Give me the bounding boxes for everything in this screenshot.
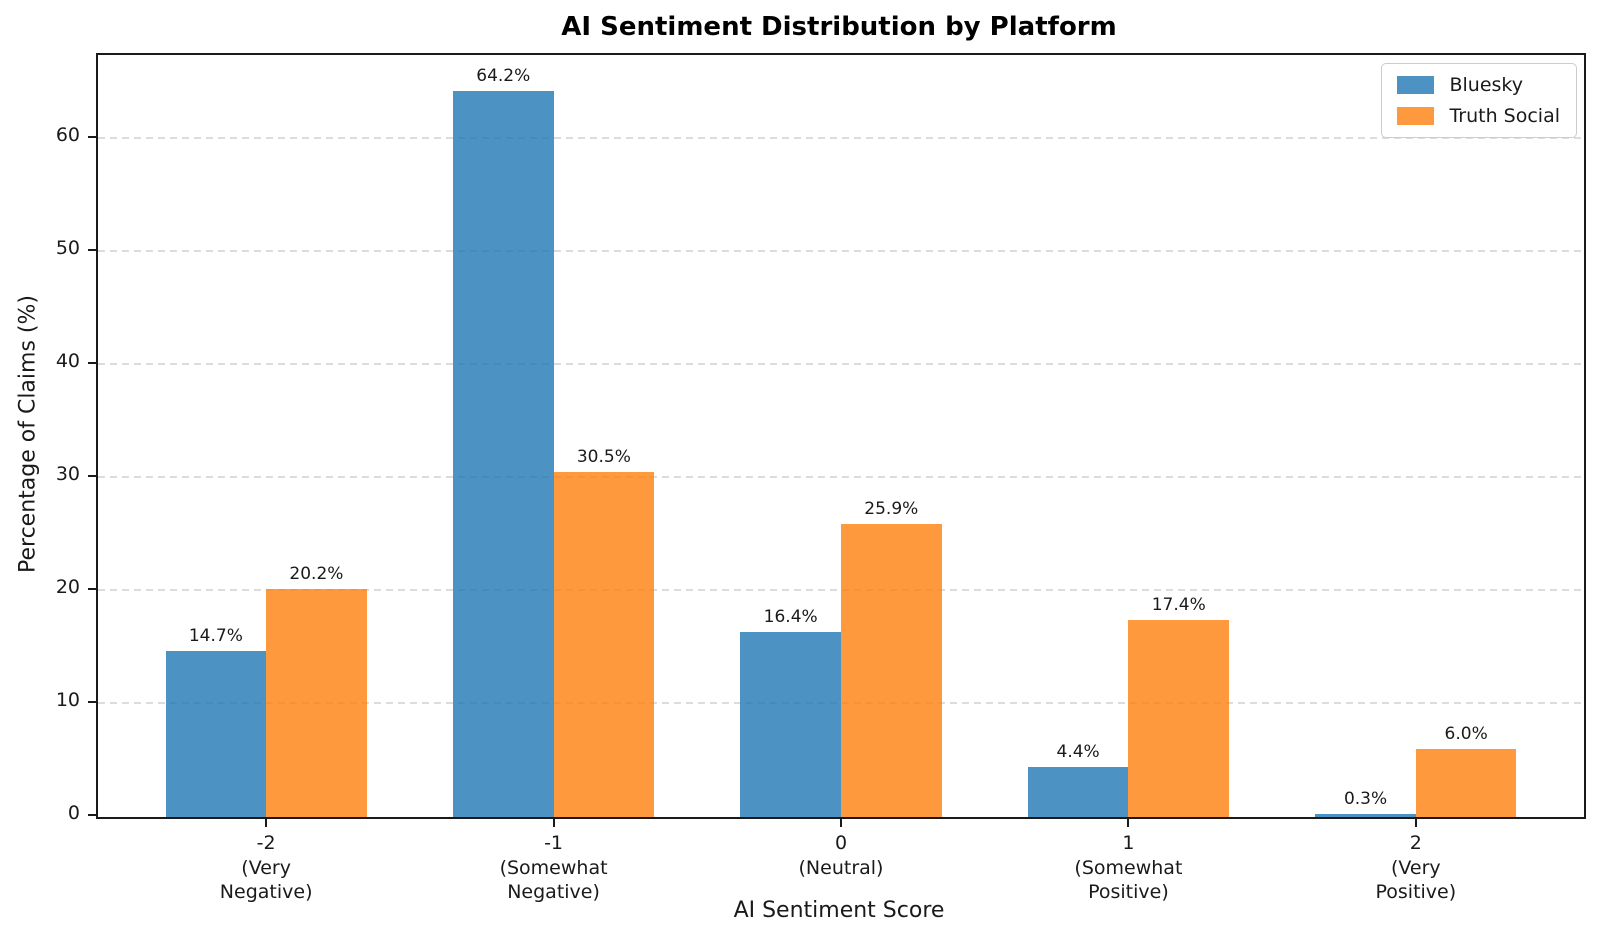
bar-truth-social-4 [1415, 749, 1517, 817]
y-axis-title: Percentage of Claims (%) [15, 295, 41, 573]
x-tick-0 [265, 819, 268, 827]
y-tick-10 [88, 700, 96, 703]
y-tick-label-10: 10 [55, 688, 80, 711]
y-tick-60 [88, 135, 96, 138]
y-tick-40 [88, 361, 96, 364]
value-label-bluesky-1: 64.2% [476, 66, 531, 87]
y-tick-label-60: 60 [55, 123, 80, 146]
bar-truth-social-1 [553, 472, 655, 817]
legend-item-truth-social: Truth Social [1397, 105, 1560, 127]
bar-truth-social-3 [1128, 620, 1230, 817]
y-tick-50 [88, 248, 96, 251]
y-tick-0 [88, 814, 96, 816]
y-tick-label-30: 30 [55, 462, 80, 485]
y-tick-30 [88, 474, 96, 477]
bar-bluesky-1 [452, 91, 554, 817]
value-label-truth-social-1: 30.5% [576, 447, 631, 468]
x-tick-label-4: 2 (Very Positive) [1375, 832, 1457, 904]
x-tick-3 [1127, 819, 1130, 827]
x-axis-title: AI Sentiment Score [733, 898, 945, 923]
bar-bluesky-4 [1315, 813, 1416, 817]
value-label-truth-social-0: 20.2% [289, 563, 344, 584]
gridline-y-60 [98, 136, 1584, 139]
x-tick-2 [840, 819, 842, 827]
gridline-y-30 [98, 475, 1584, 478]
x-tick-label-2: 0 (Neutral) [798, 832, 884, 879]
gridline-y-40 [98, 362, 1584, 365]
x-tick-label-1: -1 (Somewhat Negative) [499, 832, 608, 904]
gridline-y-50 [98, 249, 1584, 252]
legend-label-bluesky: Bluesky [1449, 74, 1523, 96]
value-label-bluesky-0: 14.7% [188, 625, 243, 646]
plot-area: Bluesky Truth Social 14.7% 64.2% 16.4% 4.4%… [96, 53, 1586, 819]
y-tick-label-20: 20 [55, 575, 80, 598]
legend-swatch-bluesky [1397, 76, 1435, 94]
value-label-bluesky-3: 4.4% [1056, 742, 1100, 763]
legend-item-bluesky: Bluesky [1397, 74, 1560, 96]
bar-bluesky-2 [740, 631, 841, 817]
value-label-bluesky-2: 16.4% [763, 606, 818, 627]
bar-truth-social-0 [266, 588, 367, 817]
x-tick-label-0: -2 (Very Negative) [219, 832, 313, 904]
x-tick-4 [1414, 819, 1417, 827]
y-tick-label-40: 40 [55, 349, 80, 372]
value-label-truth-social-3: 17.4% [1151, 595, 1206, 616]
chart-title: AI Sentiment Distribution by Platform [561, 12, 1117, 42]
legend-label-truth-social: Truth Social [1449, 105, 1560, 127]
value-label-bluesky-4: 0.3% [1343, 788, 1388, 809]
y-tick-label-0: 0 [67, 802, 80, 824]
legend-swatch-truth-social [1397, 107, 1435, 125]
y-tick-label-50: 50 [55, 236, 80, 259]
legend: Bluesky Truth Social [1381, 63, 1577, 138]
value-label-truth-social-4: 6.0% [1444, 724, 1488, 745]
bar-truth-social-2 [841, 524, 942, 817]
bar-bluesky-0 [165, 650, 267, 817]
x-tick-label-3: 1 (Somewhat Positive) [1074, 832, 1183, 904]
bar-bluesky-3 [1027, 767, 1129, 817]
value-label-truth-social-2: 25.9% [864, 499, 919, 520]
y-tick-20 [88, 587, 96, 590]
x-tick-1 [552, 819, 555, 827]
